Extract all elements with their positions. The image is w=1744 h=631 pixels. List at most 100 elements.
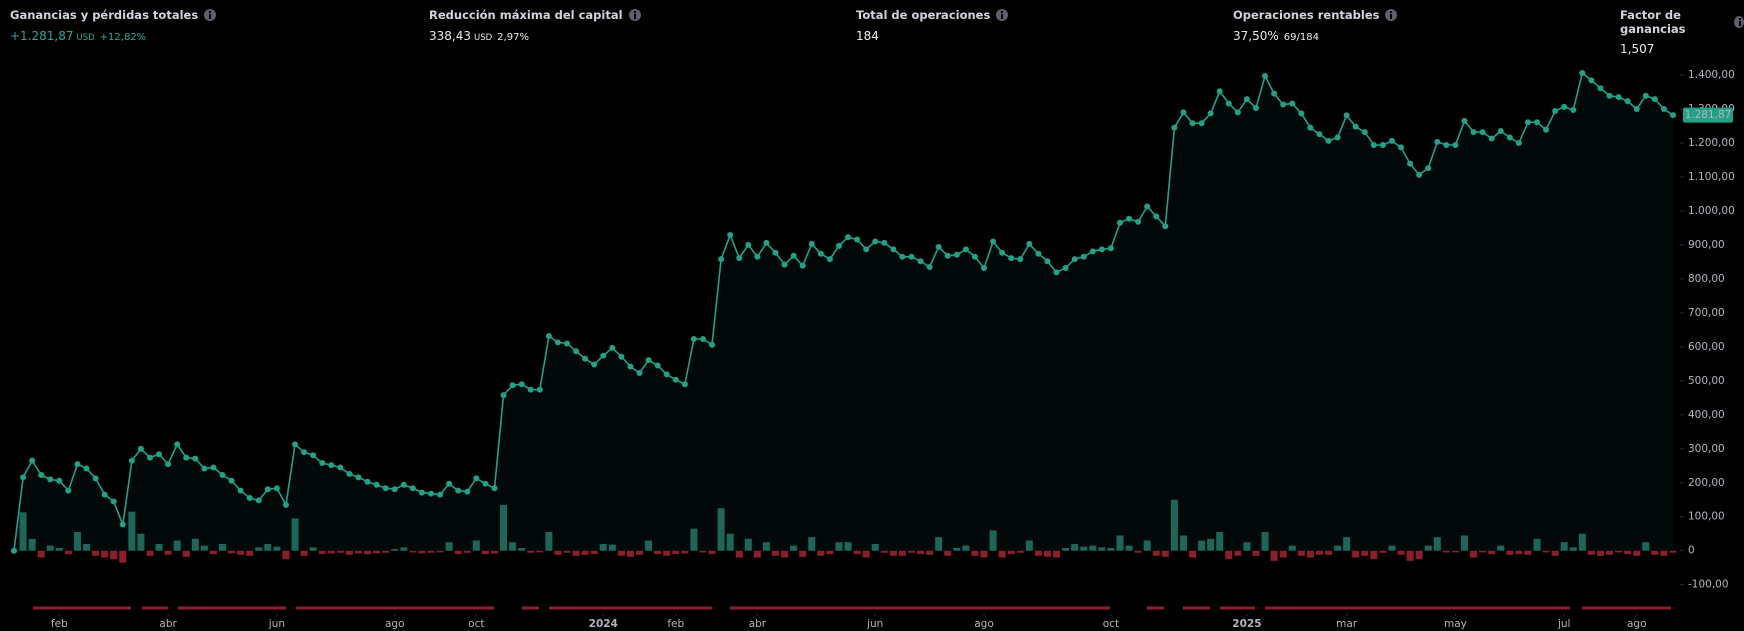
equity-point [1670, 112, 1676, 119]
equity-point [845, 234, 852, 241]
pnl-bar [364, 550, 372, 555]
pnl-bar [1297, 550, 1305, 556]
pnl-bar [717, 508, 725, 551]
pnl-bar [1216, 532, 1224, 551]
pnl-bar [654, 550, 662, 555]
pnl-bar [246, 550, 254, 556]
pnl-bar [509, 542, 517, 551]
pnl-bar [626, 550, 634, 557]
pnl-bar [1270, 550, 1278, 561]
pnl-bar [191, 538, 199, 551]
pnl-bar [19, 512, 27, 551]
equity-point [373, 481, 380, 488]
x-tick-label: mar [1336, 618, 1358, 630]
y-tick-label: 400,00 [1688, 409, 1725, 421]
pnl-bar [998, 550, 1006, 558]
stat-label-text: Operaciones rentables [1233, 8, 1380, 22]
pnl-bar [808, 537, 816, 551]
pnl-bar [617, 550, 625, 556]
pnl-bar [862, 550, 870, 558]
pnl-bar [490, 550, 498, 554]
equity-point [1506, 134, 1513, 141]
equity-point [600, 352, 607, 359]
x-tick-label: 2024 [589, 618, 618, 630]
pnl-bar [853, 550, 861, 555]
pnl-bar [219, 543, 227, 551]
stat-label: Factor de ganancias [1620, 8, 1744, 36]
pnl-bar [1025, 540, 1033, 551]
equity-point [500, 392, 507, 399]
stat: Ganancias y pérdidas totales +1.281,87 USD… [10, 4, 217, 43]
pnl-bar [1062, 548, 1070, 551]
equity-point [1452, 141, 1459, 148]
pnl-bar [1488, 550, 1496, 555]
equity-point [1615, 94, 1622, 101]
pnl-bar [645, 540, 653, 551]
stat-value: 338,43 [429, 29, 471, 43]
y-tick-label: 1.200,00 [1688, 137, 1735, 149]
pnl-bar [844, 542, 852, 551]
pnl-bar [228, 550, 236, 554]
pnl-bar [989, 530, 997, 551]
pnl-bar [1198, 540, 1206, 551]
equity-point [400, 481, 407, 488]
pnl-bar [1379, 550, 1387, 553]
equity-point [1207, 110, 1214, 117]
equity-point [1026, 240, 1033, 247]
equity-point [355, 474, 362, 481]
pnl-bar [1007, 550, 1015, 555]
pnl-bar [282, 550, 290, 560]
equity-point [790, 252, 797, 259]
pnl-bar [418, 550, 426, 554]
x-tick-label: abr [159, 618, 177, 630]
equity-point [301, 449, 308, 456]
y-tick-label: 100,00 [1688, 511, 1725, 523]
info-icon [628, 9, 641, 21]
y-tick-label: 300,00 [1688, 443, 1725, 455]
equity-point [636, 370, 643, 377]
equity-point [319, 460, 326, 467]
pnl-bar [527, 550, 535, 553]
equity-point [890, 246, 897, 253]
equity-point [564, 340, 570, 347]
equity-point [654, 362, 661, 369]
equity-point [990, 238, 997, 245]
equity-point [137, 445, 144, 452]
pnl-bar [690, 528, 698, 551]
pnl-bar [1234, 550, 1242, 556]
pnl-bar [799, 550, 807, 557]
equity-point [817, 250, 824, 257]
pnl-bar [962, 545, 970, 551]
equity-point [854, 236, 861, 243]
equity-point [20, 474, 27, 481]
equity-point [65, 487, 72, 494]
info-icon [996, 9, 1009, 21]
equity-area [14, 73, 1673, 551]
equity-point [1089, 248, 1096, 255]
pnl-bar [708, 550, 716, 555]
pnl-bar [427, 550, 435, 553]
equity-point [128, 457, 135, 464]
equity-point [1162, 223, 1169, 230]
equity-point [1252, 104, 1259, 111]
equity-point [364, 478, 371, 485]
stat-unit: USD [474, 33, 493, 43]
pnl-bar [1016, 550, 1024, 553]
pnl-bar [699, 550, 707, 553]
stat-label: Ganancias y pérdidas totales [10, 8, 217, 22]
equity-point [1080, 253, 1087, 260]
pnl-bar [500, 504, 508, 551]
equity-point [210, 464, 217, 471]
pnl-bar [409, 550, 417, 553]
pnl-bar [300, 550, 308, 556]
equity-point [1379, 141, 1386, 148]
equity-point [1407, 160, 1414, 167]
stat-extra: 2,97% [497, 32, 529, 43]
equity-point [1570, 106, 1577, 113]
last-value-label: 1.281,87 [1685, 109, 1732, 121]
pnl-bar [1125, 545, 1133, 551]
equity-point [899, 253, 906, 260]
equity-point [1117, 219, 1123, 226]
equity-point [292, 441, 299, 448]
pnl-bar [1424, 545, 1432, 551]
